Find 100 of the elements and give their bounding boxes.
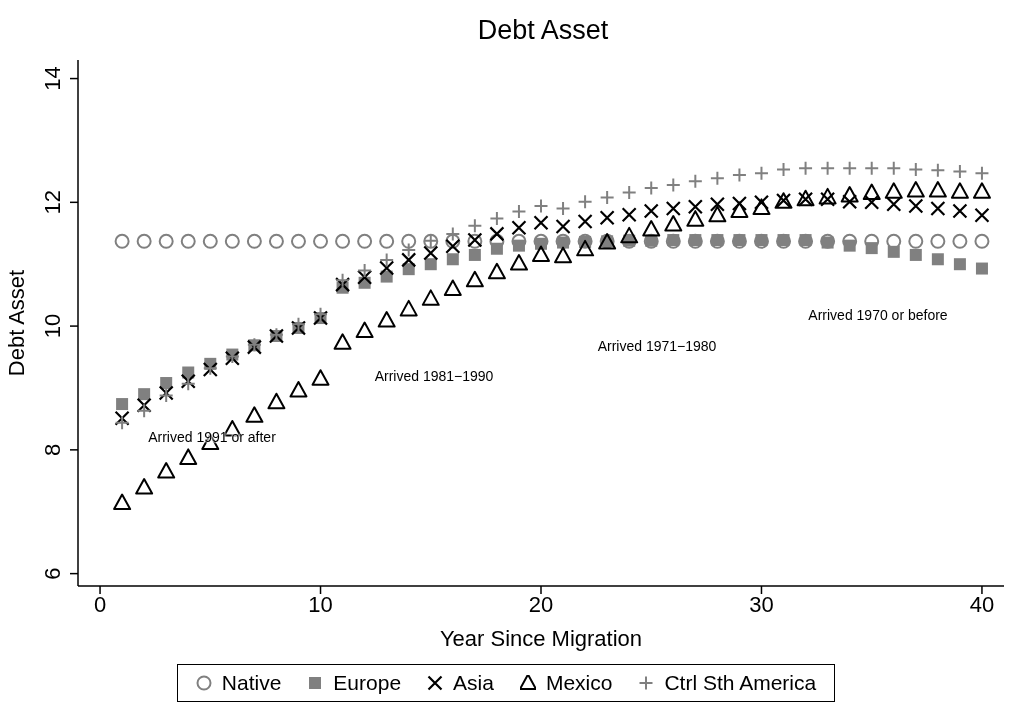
point <box>842 160 858 176</box>
point <box>138 388 151 401</box>
point <box>686 210 705 227</box>
point <box>577 213 593 230</box>
x-tick-label: 20 <box>528 591 554 617</box>
point <box>311 369 330 386</box>
point <box>114 410 130 426</box>
point <box>401 252 417 268</box>
point <box>357 269 373 285</box>
point <box>709 196 725 212</box>
point <box>179 448 198 465</box>
y-tick-label: 10 <box>40 313 65 339</box>
point <box>731 195 748 212</box>
annotation: Arrived 1971−1980 <box>597 338 717 354</box>
point <box>753 165 769 181</box>
point <box>468 248 481 261</box>
point <box>930 200 946 217</box>
point <box>886 160 902 176</box>
point <box>377 311 396 328</box>
point <box>401 233 417 249</box>
point <box>445 233 461 249</box>
point <box>928 181 947 198</box>
point <box>798 160 814 176</box>
point <box>489 226 505 242</box>
point <box>972 182 991 199</box>
y-tick-label: 6 <box>40 567 65 580</box>
point <box>643 203 659 219</box>
point <box>864 160 880 176</box>
point <box>290 233 306 249</box>
point <box>289 380 308 398</box>
point <box>116 398 129 411</box>
point <box>952 203 968 219</box>
x-tick-label: 30 <box>749 591 774 617</box>
point <box>752 198 771 215</box>
point <box>576 239 595 257</box>
point <box>136 397 152 413</box>
point <box>333 333 352 350</box>
point <box>357 233 373 249</box>
x-tick-label: 0 <box>93 591 107 617</box>
point <box>974 233 990 249</box>
point <box>335 233 351 249</box>
point <box>490 242 503 255</box>
y-axis-title: Debt Asset <box>3 269 29 377</box>
point <box>952 163 968 179</box>
point <box>511 204 527 220</box>
point <box>908 233 924 249</box>
point <box>908 162 924 178</box>
y-tick-label: 8 <box>40 443 65 456</box>
point <box>443 279 462 296</box>
point <box>136 403 152 419</box>
point <box>864 194 880 210</box>
point <box>952 233 968 249</box>
point <box>709 170 725 186</box>
point <box>909 248 922 261</box>
point <box>487 262 506 280</box>
point <box>906 181 925 198</box>
point <box>180 233 196 249</box>
point <box>555 201 571 217</box>
point <box>621 207 637 223</box>
point <box>840 186 859 203</box>
point <box>708 205 727 223</box>
y-tick-label: 14 <box>40 66 65 91</box>
point <box>931 253 944 266</box>
point <box>975 262 988 275</box>
chart-title: Debt Asset <box>476 14 610 47</box>
point <box>467 218 483 234</box>
annotation: Arrived 1970 or before <box>808 307 948 323</box>
point <box>157 462 176 479</box>
point <box>158 233 174 249</box>
point <box>554 246 573 264</box>
x-tick-label: 40 <box>969 591 995 617</box>
point <box>421 289 440 306</box>
point <box>974 207 990 223</box>
x-tick-label: 10 <box>308 591 333 617</box>
point <box>843 239 856 252</box>
point <box>862 183 881 201</box>
legend-label: Asia <box>453 671 494 695</box>
point <box>664 215 683 232</box>
point <box>730 201 749 218</box>
point <box>887 245 900 258</box>
point <box>334 277 351 293</box>
point <box>136 233 152 249</box>
point <box>424 258 437 271</box>
legend-label: Mexico <box>545 671 613 695</box>
point <box>776 162 792 178</box>
point <box>245 406 264 423</box>
point <box>599 189 615 205</box>
point <box>865 242 878 255</box>
point <box>379 260 395 276</box>
point <box>335 272 351 288</box>
point <box>930 233 946 249</box>
x-axis-title: Year Since Migration <box>439 626 643 651</box>
point <box>290 316 306 332</box>
point <box>620 226 639 244</box>
point <box>930 162 946 178</box>
point <box>446 253 459 266</box>
legend-label: Ctrl Sth America <box>664 671 817 695</box>
point <box>886 196 902 212</box>
legend-label: Europe <box>333 671 402 695</box>
point <box>687 199 703 215</box>
